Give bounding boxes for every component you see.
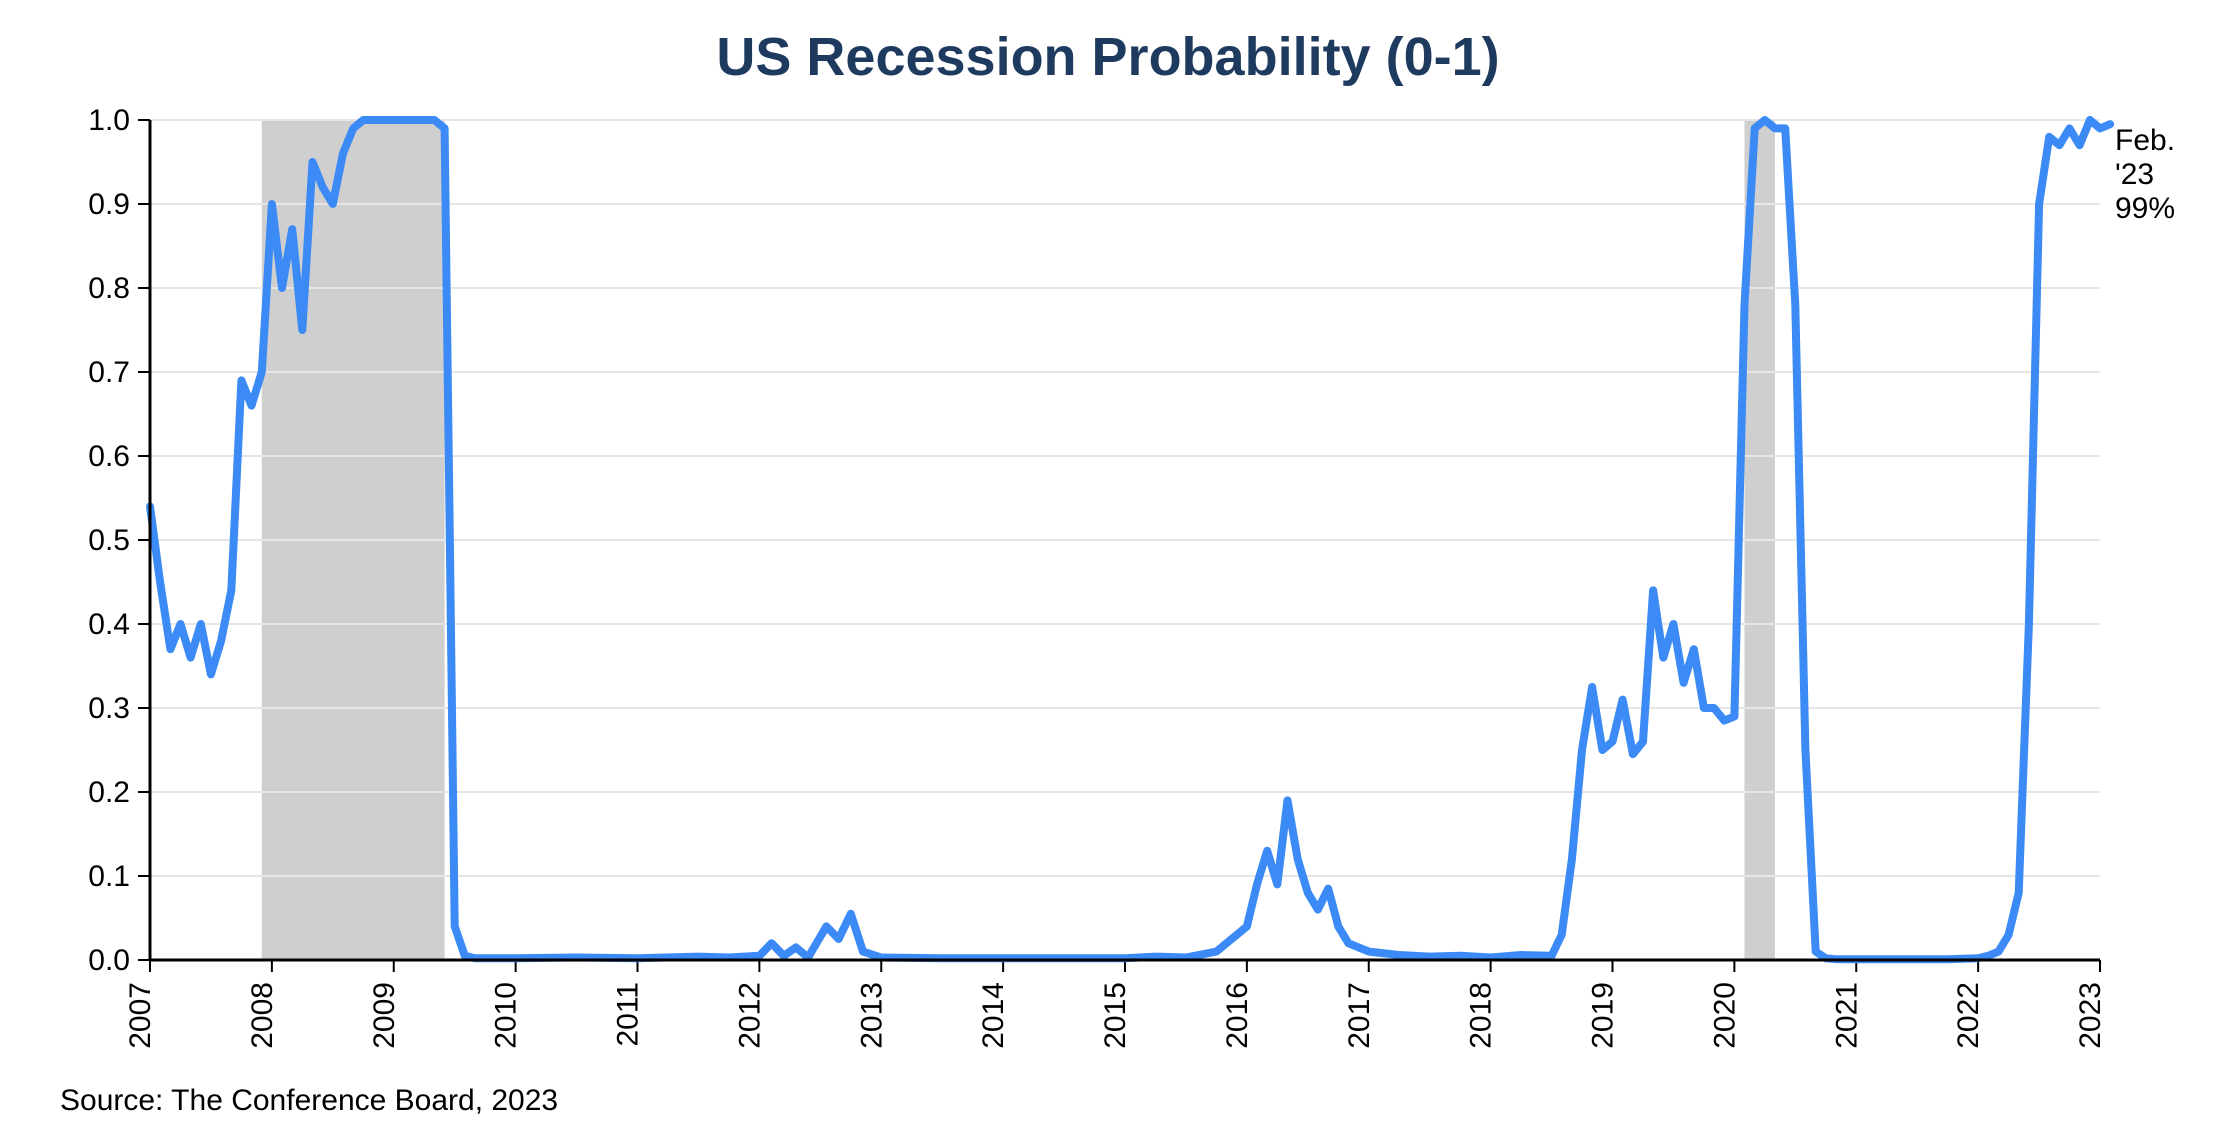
y-tick-label: 1.0	[88, 104, 130, 137]
x-tick-label: 2020	[1708, 982, 1741, 1049]
y-tick-label: 0.6	[88, 440, 130, 473]
end-annotation: Feb. '23 99%	[2115, 124, 2175, 225]
y-tick-label: 0.0	[88, 944, 130, 977]
end-annotation-line1: Feb.	[2115, 124, 2175, 157]
y-axis-tick-labels: 0.0 0.1 0.2 0.3 0.4 0.5 0.6 0.7 0.8 0.9 1.0	[88, 104, 130, 977]
x-tick-label: 2007	[124, 982, 157, 1049]
y-tick-label: 0.5	[88, 524, 130, 557]
y-tick-label: 0.9	[88, 188, 130, 221]
x-axis-tick-labels: 2007 2008 2009 2010 2011 2012 2013 2014 2015 2016…	[124, 982, 2107, 1049]
x-tick-label: 2009	[368, 982, 401, 1049]
y-tick-label: 0.1	[88, 860, 130, 893]
x-tick-label: 2014	[977, 982, 1010, 1049]
x-tick-label: 2016	[1221, 982, 1254, 1049]
x-tick-label: 2019	[1587, 982, 1620, 1049]
y-tick-label: 0.2	[88, 776, 130, 809]
x-tick-label: 2023	[2074, 982, 2107, 1049]
end-annotation-line2: '23	[2115, 158, 2154, 191]
y-tick-label: 0.3	[88, 692, 130, 725]
x-tick-label: 2010	[490, 982, 523, 1049]
y-axis-tick-marks	[138, 120, 150, 960]
x-tick-label: 2021	[1830, 982, 1863, 1049]
y-tick-label: 0.8	[88, 272, 130, 305]
x-tick-label: 2015	[1099, 982, 1132, 1049]
end-annotation-line3: 99%	[2115, 192, 2175, 225]
x-tick-label: 2022	[1952, 982, 1985, 1049]
x-tick-label: 2017	[1343, 982, 1376, 1049]
x-tick-label: 2008	[246, 982, 279, 1049]
chart-title: US Recession Probability (0-1)	[716, 27, 1499, 87]
y-tick-label: 0.4	[88, 608, 130, 641]
source-caption: Source: The Conference Board, 2023	[60, 1084, 558, 1117]
recession-probability-chart: US Recession Probability (0-1) 0.0 0.1 0.2…	[0, 0, 2217, 1121]
x-tick-label: 2012	[733, 982, 766, 1049]
x-tick-label: 2013	[855, 982, 888, 1049]
x-tick-label: 2011	[612, 982, 645, 1047]
y-tick-label: 0.7	[88, 356, 130, 389]
x-tick-label: 2018	[1465, 982, 1498, 1049]
